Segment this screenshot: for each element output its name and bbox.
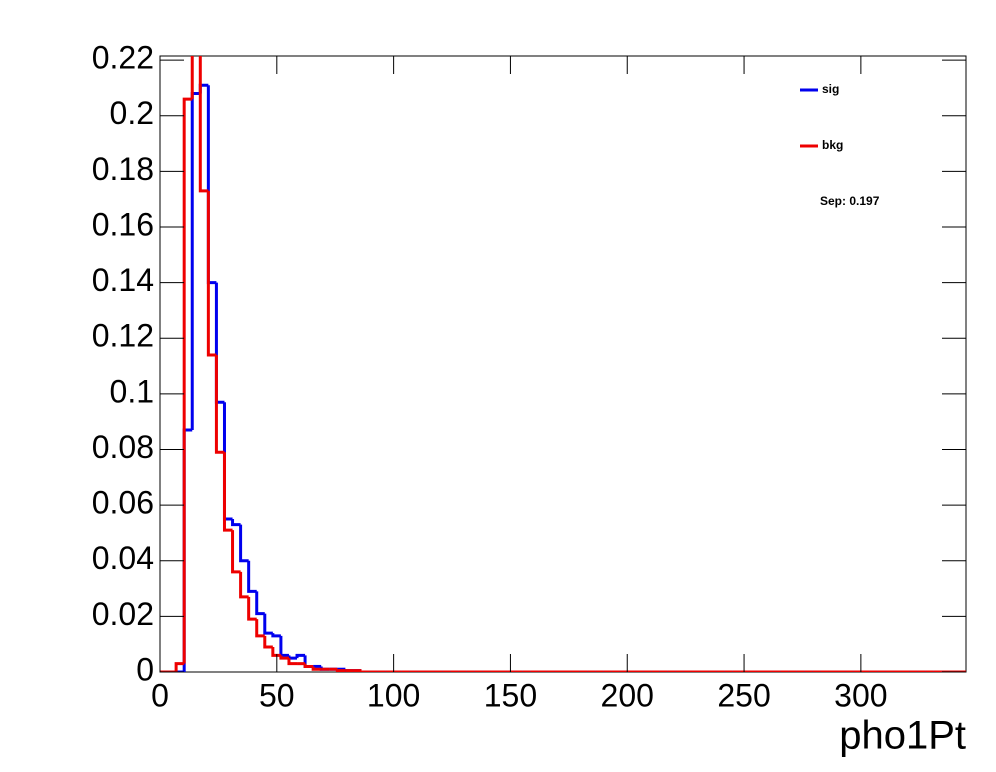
hist-step bbox=[222, 452, 233, 532]
hist-step bbox=[271, 633, 281, 638]
legend-label: sig bbox=[822, 82, 839, 96]
x-tick-label: 100 bbox=[367, 677, 420, 713]
hist-step bbox=[239, 571, 249, 599]
x-tick-label: 50 bbox=[259, 677, 295, 713]
y-tick-label: 0.2 bbox=[110, 95, 154, 131]
y-tick-label: 0 bbox=[136, 651, 154, 687]
y-tick-label: 0.06 bbox=[92, 485, 154, 521]
hist-step bbox=[263, 635, 273, 649]
y-tick-label: 0.16 bbox=[92, 206, 154, 242]
annotation: Sep: 0.197 bbox=[820, 194, 880, 208]
hist-step bbox=[174, 662, 185, 672]
hist-step bbox=[231, 530, 241, 574]
y-tick-label: 0.04 bbox=[92, 540, 154, 576]
hist-step bbox=[279, 635, 289, 657]
hist-step bbox=[360, 670, 370, 672]
x-axis-label: pho1Pt bbox=[839, 714, 966, 758]
hist-step bbox=[255, 619, 265, 638]
hist-step bbox=[279, 655, 289, 660]
y-tick-label: 0.02 bbox=[92, 596, 154, 632]
hist-step bbox=[182, 97, 193, 664]
hist-step bbox=[295, 653, 306, 659]
y-tick-label: 0.22 bbox=[92, 40, 154, 76]
hist-step bbox=[206, 190, 217, 357]
hist-step bbox=[287, 658, 298, 666]
y-tick-label: 0.1 bbox=[110, 373, 154, 409]
hist-step bbox=[263, 613, 273, 635]
hist-step bbox=[271, 646, 281, 657]
hist-step bbox=[190, 56, 194, 100]
hist-step bbox=[231, 519, 241, 527]
hist-step bbox=[247, 560, 257, 593]
hist-step bbox=[311, 666, 322, 671]
hist-step bbox=[239, 524, 249, 563]
hist-step bbox=[303, 663, 314, 668]
hist-step bbox=[247, 596, 257, 621]
y-tick-label: 0.14 bbox=[92, 262, 154, 298]
hist-step bbox=[335, 669, 346, 672]
legend-label: bkg bbox=[822, 138, 843, 152]
y-tick-label: 0.18 bbox=[92, 151, 154, 187]
x-tick-label: 200 bbox=[601, 677, 654, 713]
y-tick-label: 0.08 bbox=[92, 429, 154, 465]
plot-frame bbox=[159, 55, 967, 673]
y-tick-label: 0.12 bbox=[92, 318, 154, 354]
x-tick-label: 300 bbox=[834, 677, 887, 713]
hist-step bbox=[198, 56, 209, 193]
hist-step bbox=[214, 354, 225, 454]
x-tick-label: 0 bbox=[151, 677, 169, 713]
x-tick-label: 250 bbox=[717, 677, 770, 713]
x-tick-label: 150 bbox=[484, 677, 537, 713]
histogram bbox=[160, 56, 966, 672]
hist-step bbox=[255, 591, 265, 616]
